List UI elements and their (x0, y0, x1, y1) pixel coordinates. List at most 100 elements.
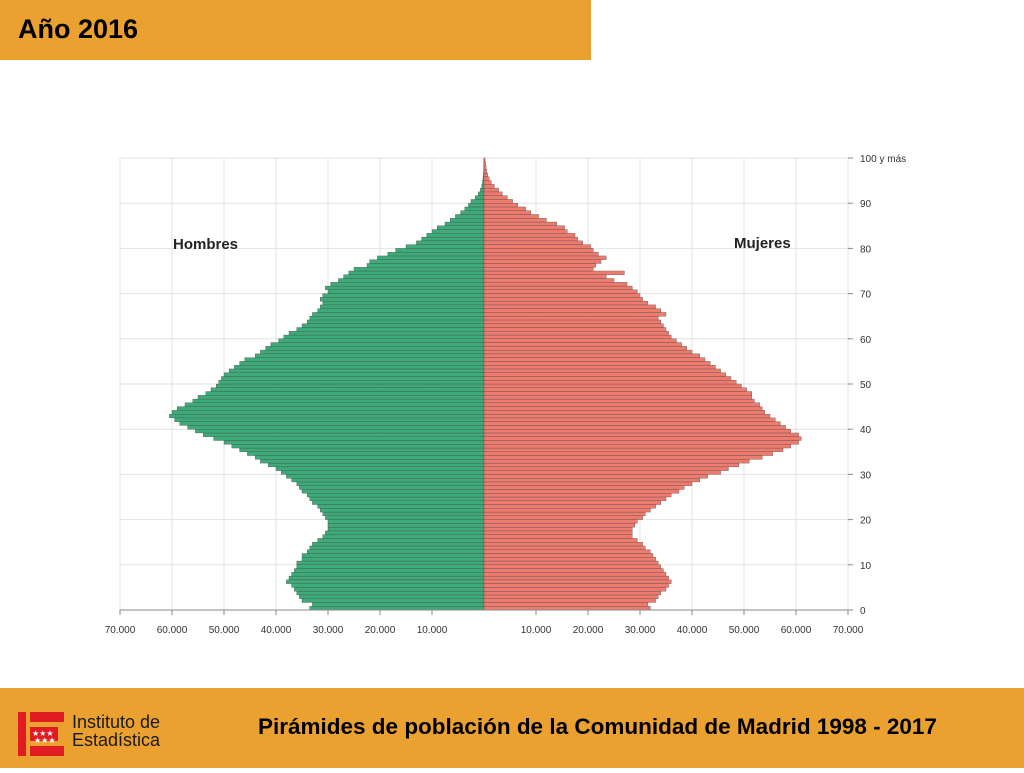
bar-hombres (297, 482, 484, 486)
bar-hombres (203, 433, 484, 437)
bar-mujeres (484, 260, 601, 264)
bar-mujeres (484, 267, 593, 271)
bar-hombres (312, 542, 484, 546)
bar-mujeres (484, 550, 650, 554)
bar-hombres (349, 271, 484, 275)
bar-hombres (211, 388, 484, 392)
bar-mujeres (484, 173, 488, 177)
bar-hombres (427, 233, 484, 237)
bar-hombres (268, 463, 484, 467)
bar-hombres (323, 535, 484, 539)
age-label: 60 (860, 335, 872, 346)
bar-hombres (297, 591, 484, 595)
bar-hombres (328, 290, 484, 294)
bar-hombres (445, 222, 484, 226)
x-tick-label: 60.000 (157, 625, 188, 636)
bar-mujeres (484, 580, 671, 584)
bar-mujeres (484, 218, 546, 222)
bar-hombres (331, 282, 484, 286)
bar-mujeres (484, 433, 799, 437)
bar-mujeres (484, 305, 656, 309)
bar-hombres (292, 572, 484, 576)
bar-mujeres (484, 226, 565, 230)
bar-hombres (478, 192, 484, 196)
bar-mujeres (484, 422, 780, 426)
bar-hombres (302, 599, 484, 603)
bar-hombres (307, 550, 484, 554)
bar-mujeres (484, 263, 596, 267)
bar-hombres (325, 286, 484, 290)
age-label: 20 (860, 516, 872, 527)
bar-hombres (312, 312, 484, 316)
bar-hombres (286, 474, 484, 478)
bar-hombres (450, 218, 484, 222)
bar-mujeres (484, 215, 539, 219)
bar-mujeres (484, 177, 489, 181)
age-label: 10 (860, 561, 872, 572)
bar-mujeres (484, 196, 507, 200)
bar-mujeres (484, 158, 485, 162)
bar-mujeres (484, 493, 671, 497)
bar-mujeres (484, 459, 749, 463)
bar-mujeres (484, 429, 791, 433)
age-label: 90 (860, 199, 872, 210)
age-label: 40 (860, 425, 872, 436)
x-tick-label: 50.000 (209, 625, 240, 636)
bar-mujeres (484, 181, 491, 185)
footer-subtitle: Pirámides de población de la Comunidad d… (258, 714, 937, 740)
bar-mujeres (484, 425, 786, 429)
bar-hombres (482, 184, 484, 188)
bar-mujeres (484, 222, 557, 226)
bar-mujeres (484, 538, 637, 542)
bar-hombres (318, 309, 484, 313)
bar-hombres (185, 403, 484, 407)
bar-hombres (279, 339, 484, 343)
bar-hombres (276, 467, 484, 471)
bar-mujeres (484, 275, 606, 279)
bar-hombres (310, 497, 484, 501)
footer-bar: ★★★ ★★★ Instituto de Estadística Pirámid… (0, 688, 1024, 768)
bar-hombres (255, 354, 484, 358)
bar-hombres (323, 301, 484, 305)
bar-mujeres (484, 248, 593, 252)
bar-mujeres (484, 192, 502, 196)
bar-hombres (328, 523, 484, 527)
bar-hombres (482, 181, 484, 185)
bar-hombres (323, 294, 484, 298)
svg-text:★★★: ★★★ (34, 736, 56, 745)
bar-mujeres (484, 595, 658, 599)
bar-mujeres (484, 237, 578, 241)
bar-mujeres (484, 331, 669, 335)
bar-mujeres (484, 199, 513, 203)
x-tick-label: 50.000 (729, 625, 760, 636)
bar-hombres (432, 230, 484, 234)
bar-mujeres (484, 591, 661, 595)
bar-hombres (302, 489, 484, 493)
x-tick-label: 70.000 (105, 625, 136, 636)
age-label: 80 (860, 244, 872, 255)
bar-mujeres (484, 474, 708, 478)
ie-logo-icon: ★★★ ★★★ (18, 712, 68, 756)
bar-hombres (247, 452, 484, 456)
bar-mujeres (484, 441, 799, 445)
bar-hombres (461, 211, 484, 215)
bar-hombres (307, 493, 484, 497)
bar-mujeres (484, 542, 643, 546)
bar-mujeres (484, 407, 762, 411)
age-label: 30 (860, 470, 872, 481)
bar-hombres (240, 361, 484, 365)
bar-mujeres (484, 505, 656, 509)
institute-logo: ★★★ ★★★ Instituto de Estadística (18, 712, 68, 761)
bar-mujeres (484, 467, 728, 471)
bar-hombres (221, 376, 484, 380)
bar-hombres (193, 399, 484, 403)
bar-hombres (468, 203, 484, 207)
bar-hombres (216, 384, 484, 388)
bar-hombres (297, 328, 484, 332)
bar-hombres (260, 350, 484, 354)
bar-mujeres (484, 162, 486, 166)
bar-mujeres (484, 335, 671, 339)
bar-mujeres (484, 523, 635, 527)
